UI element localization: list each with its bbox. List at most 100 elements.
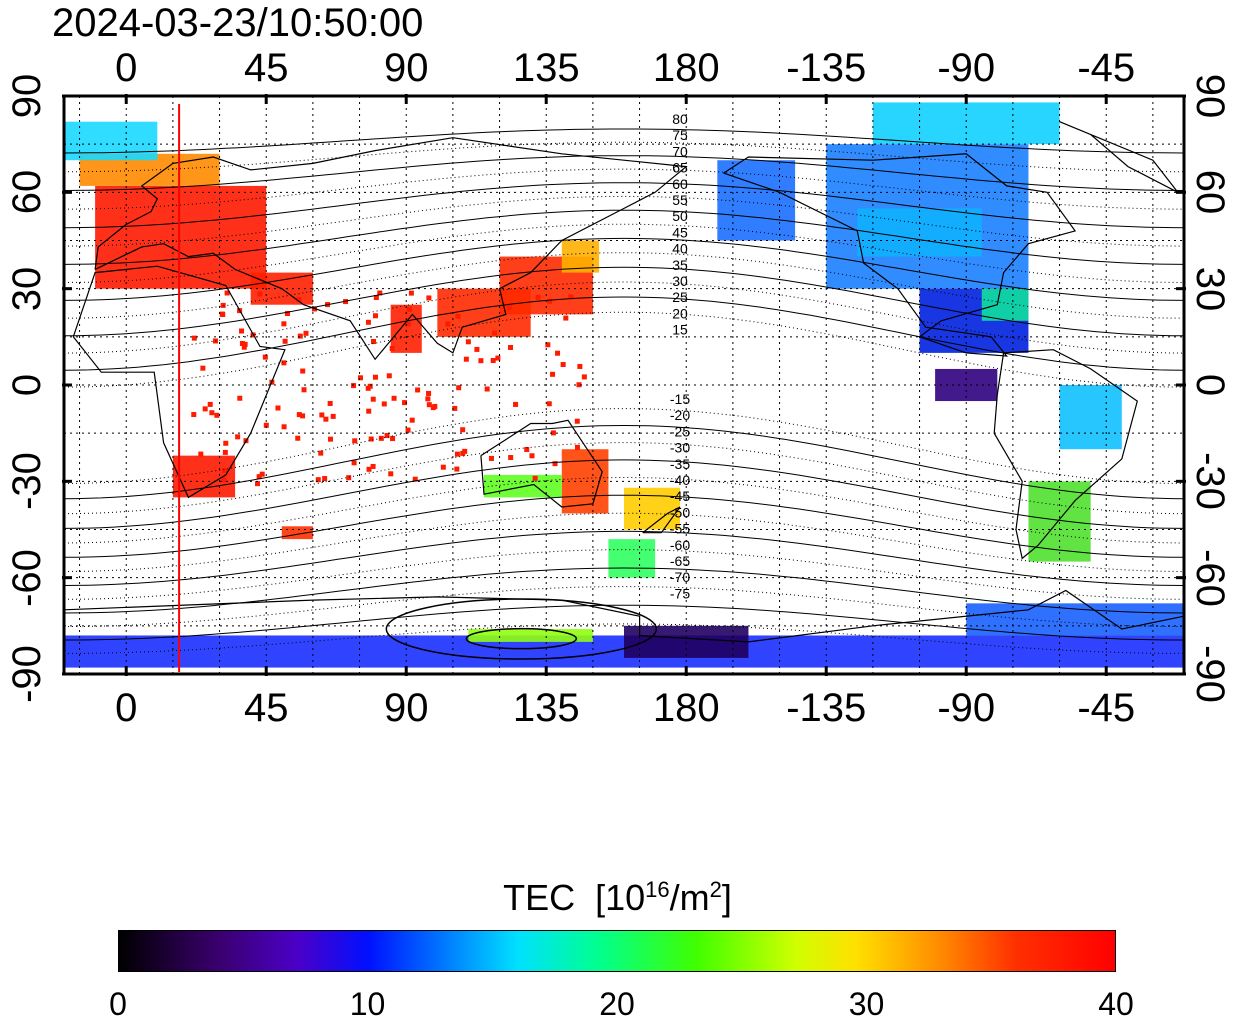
tick-mark [1176, 672, 1186, 676]
tec-patch [857, 208, 982, 257]
contour-line [63, 252, 1185, 319]
tec-sample [198, 451, 204, 457]
lon-tick-label-top: 180 [652, 46, 720, 90]
lon-tick-label-top: 135 [512, 46, 580, 90]
tec-sample [552, 461, 558, 467]
tec-sample [550, 430, 556, 436]
tec-sample [535, 294, 541, 300]
colorbar-tick-label: 0 [109, 986, 127, 1022]
tec-sample [426, 390, 432, 396]
tec-sample [239, 328, 245, 334]
tec-sample [484, 386, 490, 392]
tec-sample [255, 481, 261, 487]
coastline [993, 349, 1138, 560]
contour-label-south: -25 [670, 423, 690, 439]
lat-tick-label-left: 30 [5, 266, 49, 311]
contour-line [63, 494, 1185, 558]
lon-tick-label-bottom: -135 [786, 686, 867, 730]
lon-tick-label-bottom: 45 [243, 686, 289, 730]
contour-label-north: 50 [672, 208, 688, 224]
tick-mark [62, 287, 72, 291]
magnetic-latitude-contours [63, 128, 1185, 660]
tec-sample [368, 436, 374, 442]
tec-sample [224, 290, 230, 296]
contour-label-south: -75 [670, 585, 690, 601]
tec-sample [460, 427, 466, 433]
tick-mark [62, 94, 72, 98]
contour-line [64, 168, 1184, 210]
tec-sample [412, 476, 418, 482]
tec-sample [454, 451, 460, 457]
tick-mark [264, 666, 268, 676]
tec-sample [478, 358, 484, 364]
tec-sample [455, 313, 461, 319]
coastline [480, 419, 603, 508]
tec-sample [563, 315, 569, 321]
contour-label-north: 40 [672, 241, 688, 257]
tec-sample [315, 477, 321, 483]
tec-sample [377, 290, 383, 296]
tec-sample [221, 468, 227, 474]
tec-sample [406, 306, 412, 312]
colorbar-title: TEC [1016/m2] [503, 877, 732, 918]
contour-label-south: -20 [670, 407, 690, 423]
tec-sample [262, 354, 268, 360]
lat-tick-label-left: 90 [5, 73, 49, 119]
tec-sample [284, 310, 290, 316]
tec-sample [263, 422, 269, 428]
contour-line [63, 476, 1185, 544]
coastline [72, 265, 286, 499]
contour-label-north: 60 [672, 176, 688, 192]
contour-label-south: -65 [670, 553, 690, 569]
tec-sample [465, 339, 471, 345]
tec-sample [384, 433, 390, 439]
tec-field [64, 102, 1184, 668]
tec-sample [405, 321, 411, 327]
tec-sample [319, 412, 325, 418]
contour-label-south: -35 [670, 456, 690, 472]
tec-sample [235, 434, 241, 440]
tec-sample [351, 460, 357, 466]
lon-tick-label-top: 90 [383, 46, 429, 90]
lon-tick-label-top: -90 [937, 46, 996, 90]
lat-tick-label-right: -90 [1188, 645, 1232, 703]
tick-mark [684, 666, 688, 676]
tec-patch [64, 121, 158, 161]
tick-mark [544, 94, 548, 104]
lon-tick-label-bottom: 90 [383, 686, 429, 730]
tec-sample [454, 466, 460, 472]
tec-sample [366, 408, 372, 414]
tec-sample [200, 365, 206, 371]
tec-sample [209, 410, 215, 416]
tec-sample [242, 341, 248, 347]
contour-label-north: 65 [672, 160, 688, 176]
axis-ticks [62, 94, 1186, 676]
lat-tick-label-left: 0 [5, 373, 49, 397]
tec-sample [281, 321, 287, 327]
tec-patch [1059, 385, 1122, 450]
contour-line [63, 586, 1185, 628]
lon-tick-label-bottom: 0 [115, 686, 138, 730]
contour-label-north: 15 [672, 322, 688, 338]
contour-label-north: 80 [672, 111, 688, 127]
coastline [1059, 121, 1179, 193]
tec-sample [506, 305, 512, 311]
tec-sample [386, 373, 392, 379]
lon-tick-label-bottom: 180 [652, 686, 720, 730]
tec-sample [581, 374, 587, 380]
contour-label-south: -55 [670, 521, 690, 537]
contour-label-north: 45 [672, 224, 688, 240]
tick-mark [1176, 383, 1186, 387]
coastline [723, 153, 1077, 357]
tec-sample [378, 435, 384, 441]
tec-sample [372, 313, 378, 319]
contour-label-south: -15 [670, 391, 690, 407]
tec-sample [430, 405, 436, 411]
tec-sample [462, 448, 468, 454]
contour-label-south: -60 [670, 537, 690, 553]
tec-sample [508, 344, 514, 350]
contour-line [63, 182, 1185, 229]
tec-sample [524, 446, 530, 452]
tec-sample [574, 444, 580, 450]
contour-line [63, 311, 1185, 388]
